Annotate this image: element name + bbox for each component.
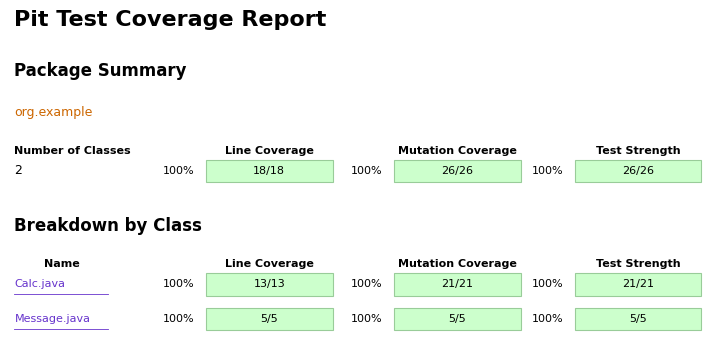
Text: Line Coverage: Line Coverage xyxy=(225,259,314,269)
Text: 26/26: 26/26 xyxy=(441,166,474,176)
Text: Breakdown by Class: Breakdown by Class xyxy=(14,217,202,235)
Text: 2: 2 xyxy=(14,164,22,177)
FancyBboxPatch shape xyxy=(575,308,701,330)
Text: 21/21: 21/21 xyxy=(441,279,474,289)
FancyBboxPatch shape xyxy=(575,160,701,182)
FancyBboxPatch shape xyxy=(394,273,521,296)
Text: Number of Classes: Number of Classes xyxy=(14,146,131,156)
Text: Mutation Coverage: Mutation Coverage xyxy=(398,259,517,269)
Text: 100%: 100% xyxy=(351,314,382,324)
Text: Test Strength: Test Strength xyxy=(596,146,680,156)
Text: 5/5: 5/5 xyxy=(260,314,278,324)
Text: 26/26: 26/26 xyxy=(622,166,654,176)
Text: 100%: 100% xyxy=(351,166,382,176)
Text: 100%: 100% xyxy=(351,279,382,289)
FancyBboxPatch shape xyxy=(206,273,333,296)
Text: Name: Name xyxy=(43,259,80,269)
Text: Package Summary: Package Summary xyxy=(14,62,187,81)
Text: 5/5: 5/5 xyxy=(448,314,466,324)
Text: org.example: org.example xyxy=(14,106,93,119)
Text: Mutation Coverage: Mutation Coverage xyxy=(398,146,517,156)
Text: 21/21: 21/21 xyxy=(622,279,654,289)
FancyBboxPatch shape xyxy=(575,273,701,296)
Text: 18/18: 18/18 xyxy=(253,166,286,176)
Text: 100%: 100% xyxy=(163,279,194,289)
Text: 5/5: 5/5 xyxy=(629,314,647,324)
Text: 100%: 100% xyxy=(163,166,194,176)
Text: Line Coverage: Line Coverage xyxy=(225,146,314,156)
FancyBboxPatch shape xyxy=(206,160,333,182)
Text: Calc.java: Calc.java xyxy=(14,279,66,289)
FancyBboxPatch shape xyxy=(394,308,521,330)
Text: 100%: 100% xyxy=(531,166,563,176)
Text: Pit Test Coverage Report: Pit Test Coverage Report xyxy=(14,10,327,31)
Text: Message.java: Message.java xyxy=(14,314,90,324)
Text: Test Strength: Test Strength xyxy=(596,259,680,269)
Text: 100%: 100% xyxy=(531,279,563,289)
FancyBboxPatch shape xyxy=(206,308,333,330)
Text: 13/13: 13/13 xyxy=(254,279,285,289)
Text: 100%: 100% xyxy=(531,314,563,324)
Text: 100%: 100% xyxy=(163,314,194,324)
FancyBboxPatch shape xyxy=(394,160,521,182)
